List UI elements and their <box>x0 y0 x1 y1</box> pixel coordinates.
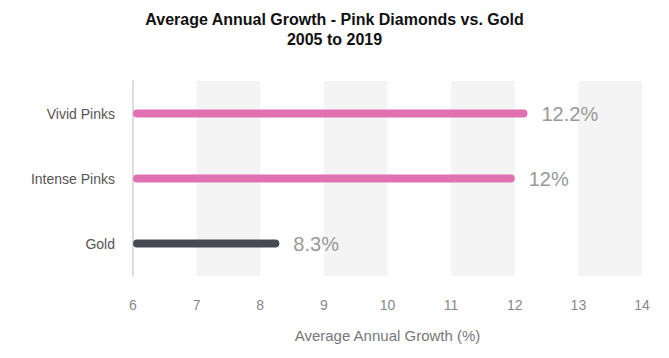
svg-text:12%: 12% <box>529 168 569 190</box>
svg-text:8: 8 <box>256 297 264 313</box>
svg-text:Average Annual Growth - Pink D: Average Annual Growth - Pink Diamonds vs… <box>145 11 523 28</box>
svg-text:8.3%: 8.3% <box>293 233 339 255</box>
svg-text:12: 12 <box>507 297 523 313</box>
svg-text:Gold: Gold <box>85 236 115 252</box>
svg-text:Intense Pinks: Intense Pinks <box>31 171 115 187</box>
svg-text:11: 11 <box>444 297 459 313</box>
svg-text:13: 13 <box>571 297 587 313</box>
svg-text:9: 9 <box>320 297 328 313</box>
svg-text:12.2%: 12.2% <box>541 103 598 125</box>
svg-text:14: 14 <box>634 297 650 313</box>
svg-text:Vivid Pinks: Vivid Pinks <box>47 106 115 122</box>
svg-text:10: 10 <box>380 297 396 313</box>
svg-text:2005 to 2019: 2005 to 2019 <box>287 31 382 48</box>
svg-text:7: 7 <box>193 297 201 313</box>
svg-text:6: 6 <box>129 297 137 313</box>
svg-text:Average Annual Growth (%): Average Annual Growth (%) <box>295 327 481 344</box>
